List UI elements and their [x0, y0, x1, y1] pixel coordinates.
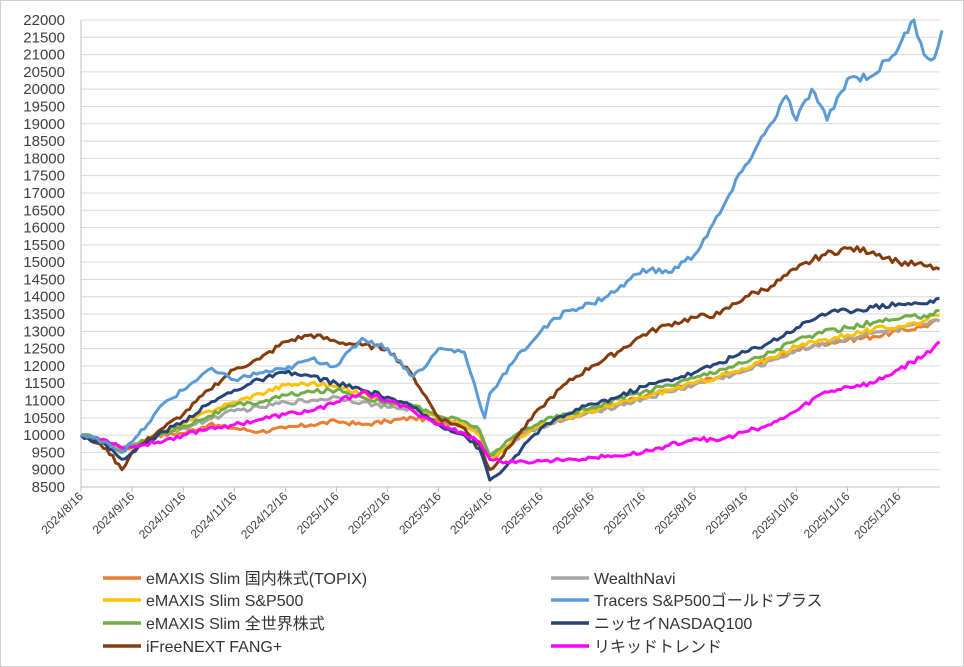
legend-entry: eMAXIS Slim 国内株式(TOPIX): [146, 570, 367, 588]
x-tick-label: 2024/9/16: [90, 489, 138, 537]
x-tick-label: 2025/6/16: [549, 489, 597, 537]
y-tick-label: 10000: [23, 427, 65, 444]
x-tick-label: 2025/4/16: [447, 489, 495, 537]
y-tick-label: 19500: [23, 98, 65, 115]
y-tick-label: 12500: [23, 341, 65, 358]
y-tick-label: 16500: [23, 202, 65, 219]
y-tick-label: 11500: [24, 375, 65, 392]
y-tick-label: 13500: [23, 306, 65, 323]
x-tick-label: 2024/8/16: [38, 489, 86, 537]
series-line: [80, 340, 941, 465]
y-tick-label: 14000: [23, 289, 65, 306]
series-line: [80, 313, 940, 461]
x-tick-label: 2025/2/16: [345, 489, 393, 537]
y-tick-label: 11000: [24, 393, 65, 410]
y-tick-label: 16000: [23, 220, 65, 237]
legend-entry: リキッドトレンド: [594, 639, 722, 656]
y-tick-label: 12000: [23, 358, 65, 375]
y-tick-label: 15000: [23, 254, 65, 271]
series-line: [80, 18, 944, 454]
y-axis-ticks: 8500900095001000010500110001150012000125…: [23, 12, 65, 496]
y-tick-label: 21500: [23, 29, 65, 46]
x-tick-label: 2024/10/16: [136, 489, 189, 542]
y-tick-label: 8500: [32, 479, 65, 496]
y-tick-label: 18500: [23, 133, 65, 150]
y-tick-label: 9000: [32, 462, 65, 479]
x-tick-label: 2025/8/16: [652, 489, 700, 537]
y-tick-label: 21000: [23, 47, 65, 64]
x-tick-label: 2025/1/16: [294, 489, 342, 537]
legend-entry: eMAXIS Slim 全世界株式: [146, 615, 325, 633]
y-tick-label: 18000: [23, 150, 65, 167]
y-tick-label: 17000: [23, 185, 65, 202]
y-tick-label: 20500: [23, 64, 65, 81]
x-tick-label: 2025/12/16: [851, 489, 904, 542]
x-tick-label: 2025/10/16: [749, 489, 802, 542]
y-tick-label: 13000: [23, 323, 65, 340]
legend-entry: eMAXIS Slim S&P500: [146, 593, 304, 610]
y-tick-label: 9500: [32, 444, 65, 461]
series-line: [80, 309, 940, 458]
x-tick-label: 2025/3/16: [396, 489, 444, 537]
y-tick-label: 19000: [23, 116, 65, 133]
x-tick-label: 2024/12/16: [238, 489, 291, 542]
legend-entry: iFreeNEXT FANG+: [146, 639, 282, 656]
x-tick-label: 2024/11/16: [188, 489, 240, 541]
series-line: [79, 245, 941, 472]
legend: eMAXIS Slim 国内株式(TOPIX) WealthNavi eMAXIS …: [103, 570, 822, 656]
x-tick-label: 2025/11/16: [801, 489, 853, 541]
x-tick-label: 2025/5/16: [498, 489, 546, 537]
legend-entry: Tracers S&P500ゴールドプラス: [594, 591, 822, 610]
y-tick-label: 10500: [23, 410, 65, 427]
y-tick-label: 14500: [23, 271, 65, 288]
legend-entry: ニッセイNASDAQ100: [594, 616, 752, 633]
y-tick-label: 22000: [23, 12, 65, 29]
x-tick-label: 2025/7/16: [601, 489, 649, 537]
series-lines: [79, 18, 944, 482]
y-tick-label: 15500: [23, 237, 65, 254]
x-tick-label: 2025/9/16: [703, 489, 751, 537]
legend-entry: WealthNavi: [594, 571, 676, 588]
y-tick-label: 17500: [23, 168, 65, 185]
y-tick-label: 20000: [23, 81, 65, 98]
